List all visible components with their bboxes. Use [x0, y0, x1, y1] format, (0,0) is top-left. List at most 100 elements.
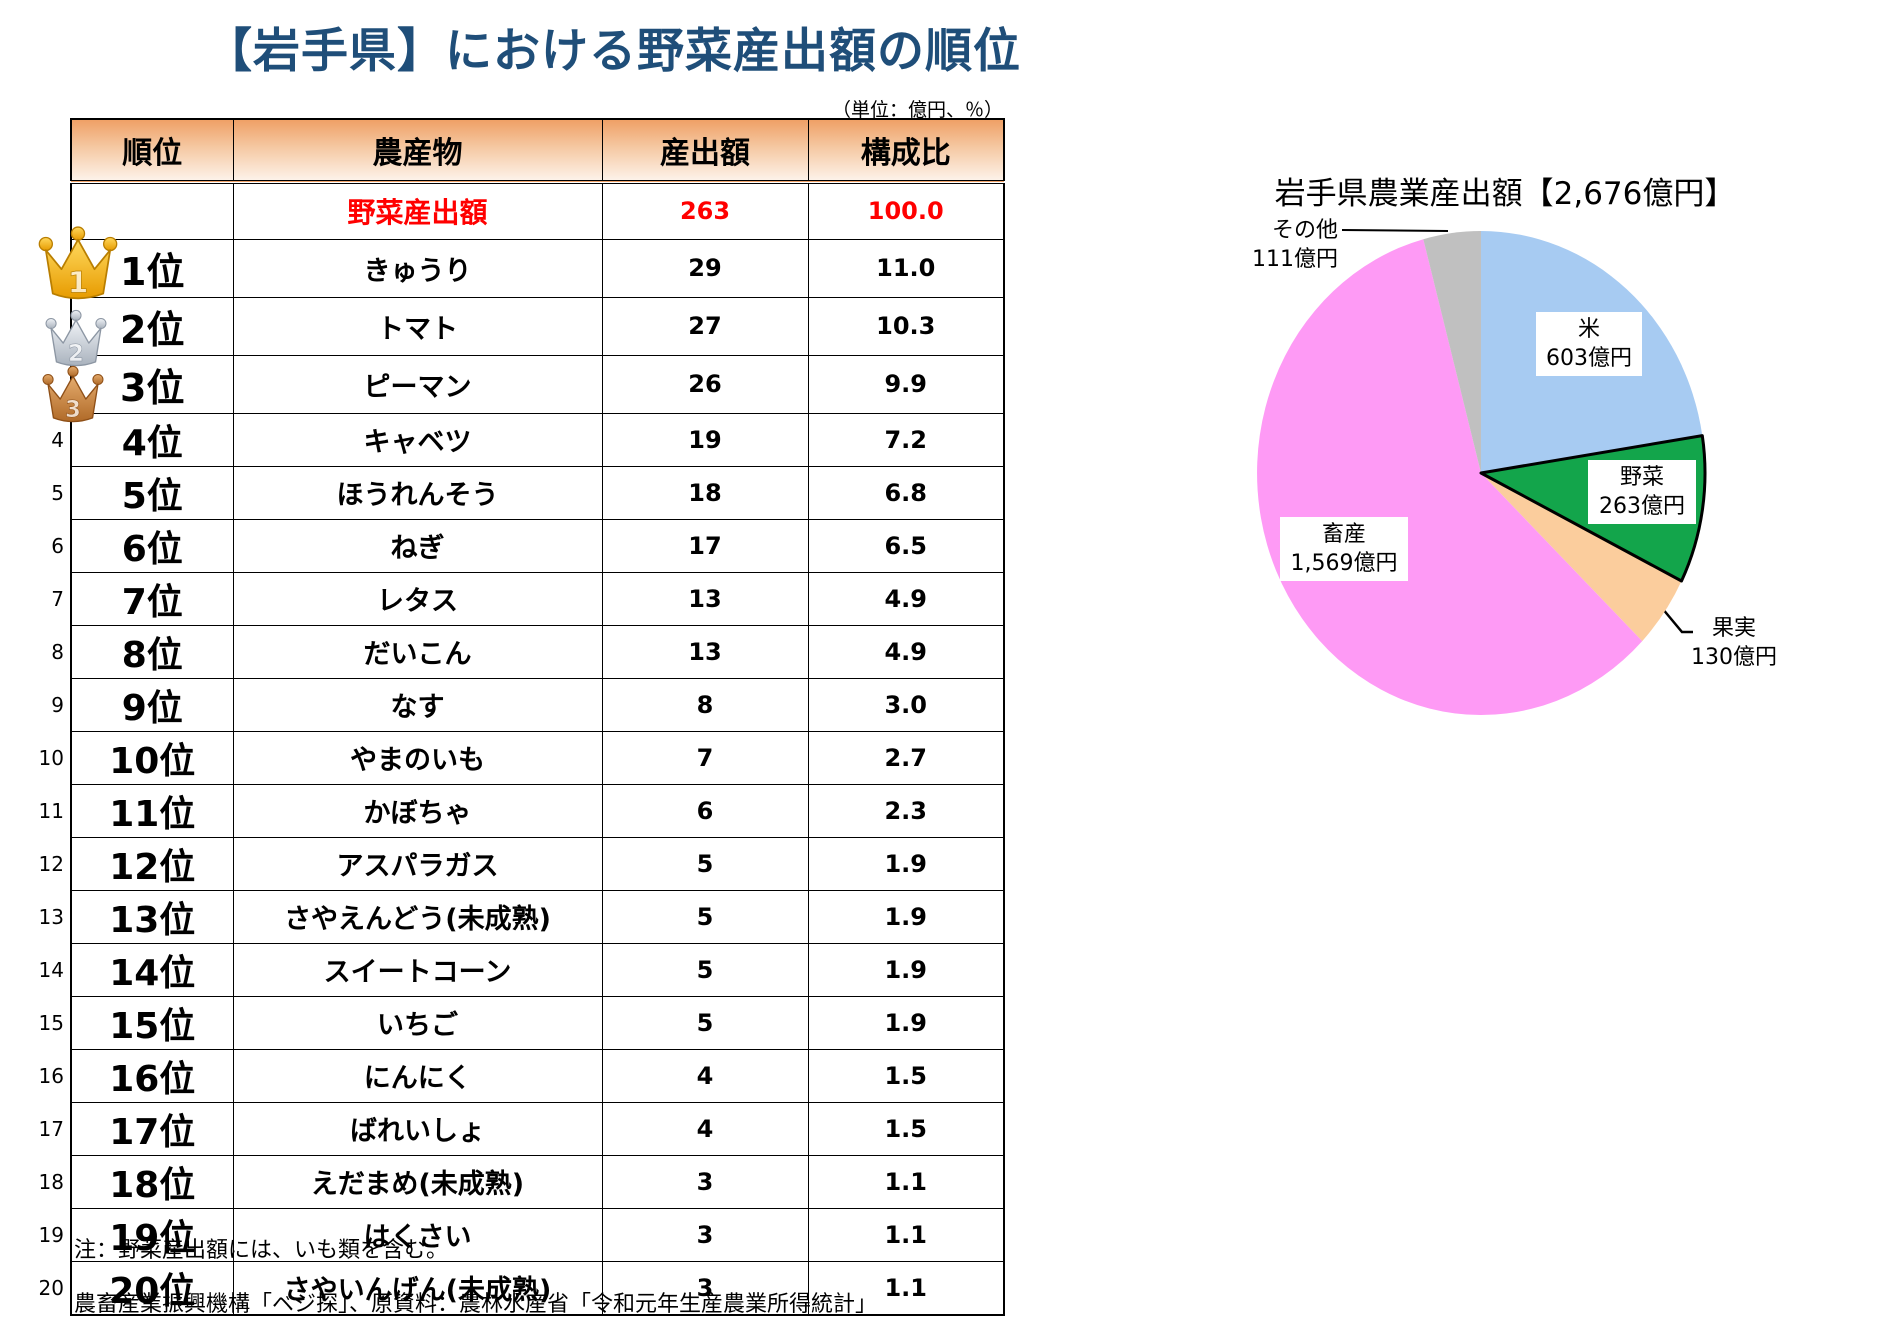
table-row: 5位 5 ほうれんそう 18 6.8: [51, 465, 1005, 520]
rank-cell: 10位 10: [39, 730, 234, 785]
share-value-cell: 1.1: [807, 1260, 1005, 1315]
rank-cell: 15位 15: [39, 995, 234, 1050]
rank-cell: 2位 2: [45, 296, 234, 367]
output-value-cell: 5: [601, 889, 809, 944]
table-row: 16位 16 にんにく 4 1.5: [39, 1048, 1005, 1103]
margin-row-number: 5: [51, 480, 64, 505]
margin-row-number: 11: [38, 798, 64, 823]
product-cell: やまのいも: [232, 730, 603, 785]
table-header: 順位 農産物 産出額 構成比: [70, 118, 1005, 184]
margin-row-number: 18: [38, 1169, 64, 1194]
margin-row-number: 6: [51, 533, 64, 558]
product-cell: さやえんどう(未成熟): [232, 889, 603, 944]
output-value-cell: 19: [601, 412, 809, 467]
total-row: 野菜産出額 263 100.0: [70, 181, 1005, 240]
rank-cell: 4位 4: [51, 412, 234, 467]
output-value-cell: 8: [601, 677, 809, 732]
rank-cell: 8位 8: [51, 624, 234, 679]
output-value-cell: 13: [601, 624, 809, 679]
output-value-cell: 17: [601, 518, 809, 573]
pie-label-fruits-value: 130億円: [1691, 645, 1777, 670]
table-row: 7位 7 レタス 13 4.9: [51, 571, 1005, 626]
product-cell: きゅうり: [232, 238, 603, 298]
margin-row-number: 9: [51, 692, 64, 717]
pie-label-vegetable: 野菜 263億円: [1588, 460, 1696, 524]
table-row: 6位 6 ねぎ 17 6.5: [51, 518, 1005, 573]
pie-chart-title: 岩手県農業産出額【2,676億円】: [1274, 176, 1736, 212]
others-leader-line: [1341, 229, 1449, 232]
share-value-cell: 1.9: [807, 942, 1005, 997]
output-value-cell: 5: [601, 942, 809, 997]
margin-row-number: 15: [38, 1010, 64, 1035]
rank-cell: 6位 6: [51, 518, 234, 573]
output-value-cell: 26: [601, 354, 809, 414]
fruits-leader-line: [1661, 607, 1693, 634]
rank-cell: [70, 181, 234, 240]
header-rank: 順位: [70, 118, 234, 184]
output-value-cell: 5: [601, 836, 809, 891]
table-row: 15位 15 いちご 5 1.9: [39, 995, 1005, 1050]
pie-label-rice-value: 603億円: [1546, 346, 1632, 371]
pie-label-livestock-name: 畜産: [1321, 522, 1366, 547]
table-row: 8位 8 だいこん 13 4.9: [51, 624, 1005, 679]
product-cell: キャベツ: [232, 412, 603, 467]
product-cell: 野菜産出額: [232, 181, 603, 240]
pie-label-others-value: 111億円: [1252, 247, 1338, 272]
margin-row-number: 8: [51, 639, 64, 664]
product-cell: ねぎ: [232, 518, 603, 573]
footnote-source: 農畜産業振興機構「ベジ探」、原資料：農林水産省「令和元年生産農業所得統計」: [74, 1292, 878, 1317]
share-value-cell: 10.3: [807, 296, 1005, 356]
pie-label-fruits-name: 果実: [1711, 616, 1756, 641]
share-value-cell: 1.5: [807, 1048, 1005, 1103]
product-cell: ピーマン: [232, 354, 603, 414]
rank-cell: 11位 11: [39, 783, 234, 838]
margin-row-number: 14: [38, 957, 64, 982]
share-value-cell: 9.9: [807, 354, 1005, 414]
table-row: 12位 12 アスパラガス 5 1.9: [39, 836, 1005, 891]
share-value-cell: 2.7: [807, 730, 1005, 785]
share-value-cell: 4.9: [807, 624, 1005, 679]
share-value-cell: 2.3: [807, 783, 1005, 838]
table-row: 13位 13 さやえんどう(未成熟) 5 1.9: [39, 889, 1005, 944]
footnote-note: 注：野菜産出額には、いも類を含む。: [74, 1238, 449, 1263]
product-cell: ほうれんそう: [232, 465, 603, 520]
output-value-cell: 5: [601, 995, 809, 1050]
table-row: 2位 2 トマト 27 10.3: [45, 296, 1005, 367]
header-share: 構成比: [807, 118, 1005, 184]
table-row: 1位 1 きゅうり 29 11.0: [38, 225, 1005, 300]
product-cell: だいこん: [232, 624, 603, 679]
product-cell: いちご: [232, 995, 603, 1050]
rank-cell: 5位 5: [51, 465, 234, 520]
pie-label-rice-name: 米: [1577, 317, 1600, 342]
unit-note: （単位：億円、％）: [831, 99, 1003, 121]
margin-row-number: 4: [51, 427, 64, 452]
rank-cell: 18位 18: [39, 1154, 234, 1209]
table-row: 4位 4 キャベツ 19 7.2: [51, 412, 1005, 467]
table-row: 3位 3 ピーマン 26 9.9: [42, 354, 1005, 423]
pie-label-others: その他 111億円: [1216, 216, 1338, 274]
table-row: 20位 20 さやいんげん(未成熟) 3 1.1: [39, 1260, 1005, 1315]
product-cell: かぼちゃ: [232, 783, 603, 838]
output-value-cell: 29: [601, 238, 809, 298]
pie-label-fruits: 果実 130億円: [1678, 614, 1790, 672]
margin-row-number: 17: [38, 1116, 64, 1141]
share-value-cell: 6.8: [807, 465, 1005, 520]
share-value-cell: 6.5: [807, 518, 1005, 573]
table-row: 19位 19 はくさい 3 1.1: [39, 1207, 1005, 1262]
table-row: 18位 18 えだまめ(未成熟) 3 1.1: [39, 1154, 1005, 1209]
product-cell: レタス: [232, 571, 603, 626]
rank-cell: 3位 3: [42, 354, 234, 423]
output-value-cell: 4: [601, 1101, 809, 1156]
margin-row-number: 10: [38, 745, 64, 770]
output-value-cell: 3: [601, 1207, 809, 1262]
table-row: 17位 17 ばれいしょ 4 1.5: [39, 1101, 1005, 1156]
table-row: 10位 10 やまのいも 7 2.7: [39, 730, 1005, 785]
output-value-cell: 13: [601, 571, 809, 626]
margin-row-number: 20: [38, 1275, 64, 1300]
margin-row-number: 16: [38, 1063, 64, 1088]
rank-cell: 13位 13: [39, 889, 234, 944]
margin-row-number: 13: [38, 904, 64, 929]
pie-label-livestock-value: 1,569億円: [1290, 551, 1398, 576]
rank-cell: 16位 16: [39, 1048, 234, 1103]
rank-cell: 17位 17: [39, 1101, 234, 1156]
